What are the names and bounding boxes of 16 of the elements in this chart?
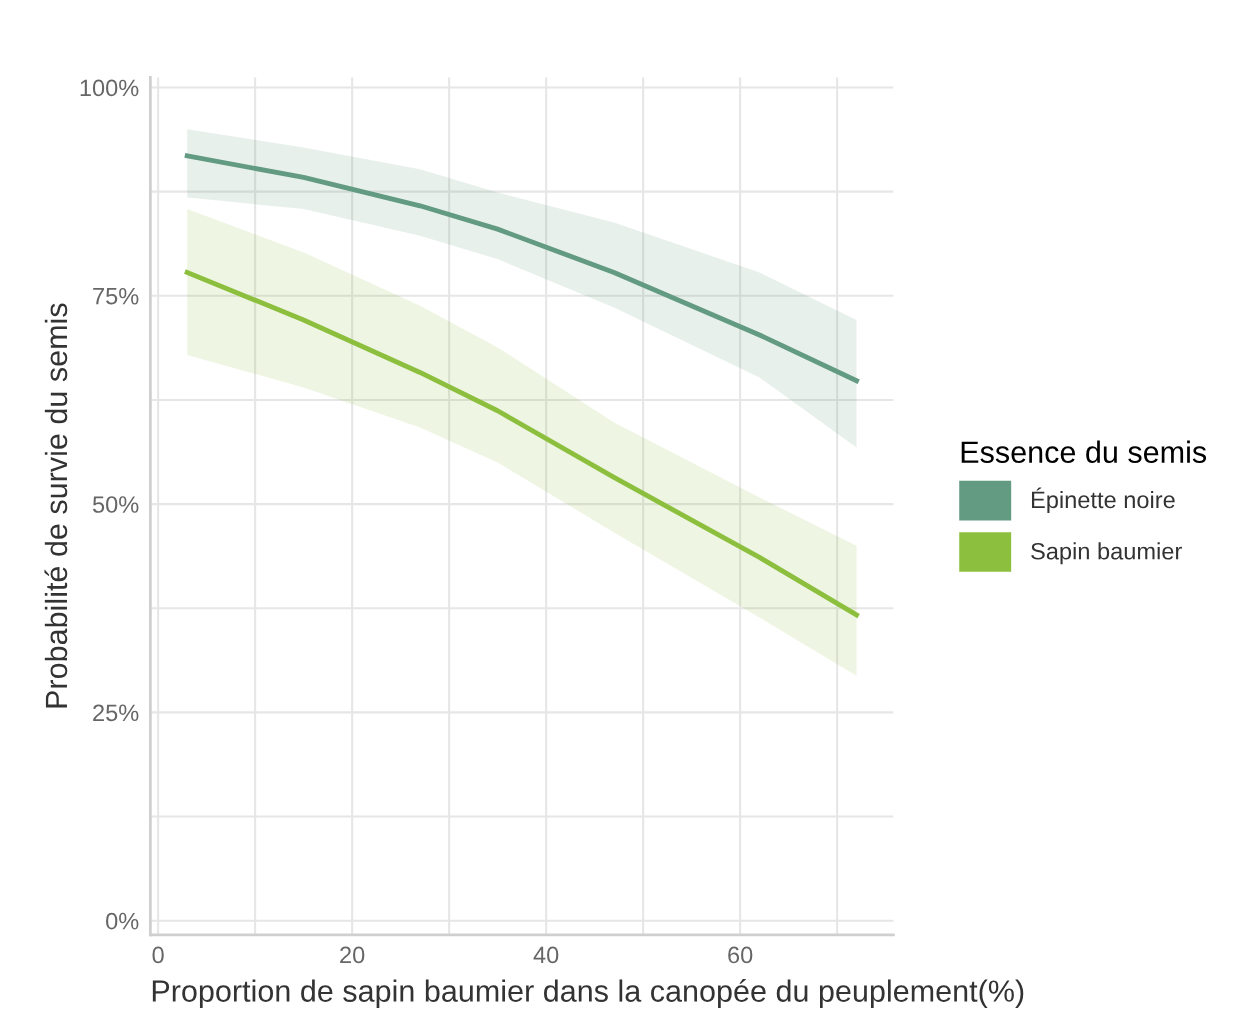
x-tick-label: 60	[728, 946, 753, 964]
line-series	[184, 270, 859, 618]
y-tick-label: 0%	[106, 912, 139, 930]
y-tick-label: 75%	[93, 287, 139, 305]
legend-title: Essence du semis	[961, 440, 1207, 464]
legend-label: Épinette noire	[1031, 487, 1175, 513]
x-tick-label: 0	[152, 946, 164, 964]
y-tick-label: 25%	[93, 704, 139, 722]
x-tick-label: 20	[340, 946, 365, 964]
y-axis-title: Probabilité de survie du semis	[44, 303, 68, 708]
line-series	[184, 153, 859, 384]
y-tick-label: 100%	[80, 79, 139, 97]
x-axis-title: Proportion de sapin baumier dans la canopée du peuplement(%)	[152, 979, 1024, 1008]
y-tick-label: 50%	[92, 496, 139, 513]
legend-label: Sapin baumier	[1031, 542, 1182, 565]
x-tick-label: 40	[533, 946, 559, 964]
